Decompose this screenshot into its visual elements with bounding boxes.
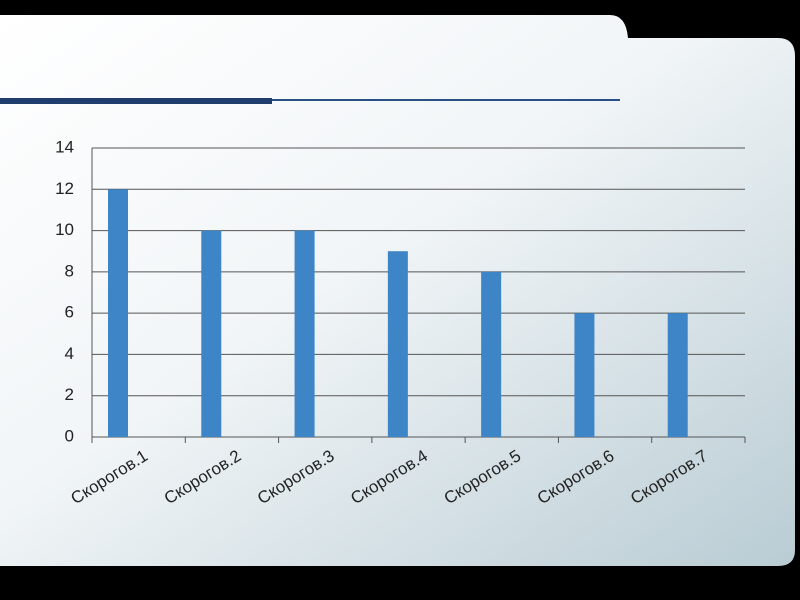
y-tick-label: 2 [65, 385, 74, 404]
bar [667, 313, 688, 437]
title-rule-thin [272, 99, 620, 101]
bar [574, 313, 595, 437]
bar [387, 251, 408, 437]
bar [201, 230, 222, 437]
y-tick-label: 12 [55, 179, 74, 198]
y-tick-label: 6 [65, 303, 74, 322]
y-tick-label: 0 [65, 426, 74, 445]
y-tick-label: 10 [55, 220, 74, 239]
bar [294, 230, 315, 437]
y-tick-label: 8 [65, 261, 74, 280]
title-rule-thick [0, 98, 272, 104]
y-tick-label: 4 [65, 344, 74, 363]
y-tick-label: 14 [55, 137, 74, 156]
bar [108, 189, 128, 437]
bar [481, 271, 502, 437]
